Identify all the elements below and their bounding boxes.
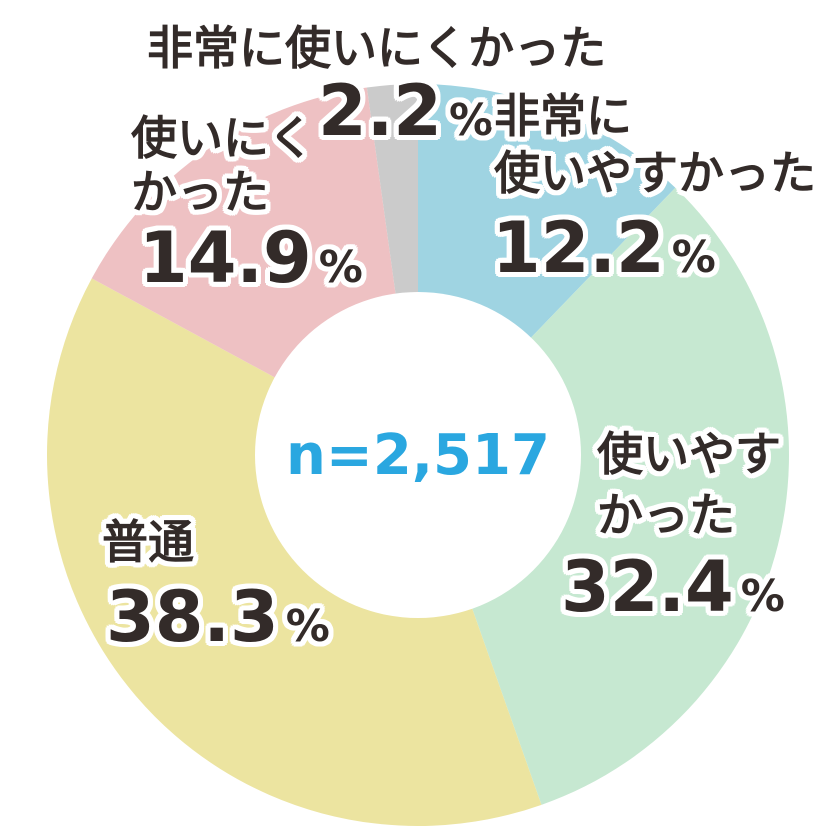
slice-label-hard-line1: 使いにく (131, 111, 315, 165)
slice-label-easy: 使いやす かった (597, 424, 781, 545)
slice-label-very-easy-line1: 非常に (494, 89, 632, 143)
slice-label-hard: 使いにく かった (131, 111, 314, 220)
slice-label-normal-text: 普通 (102, 515, 194, 569)
pie-slice-easy (418, 187, 790, 805)
slice-label-hard-line2: かった (131, 165, 269, 220)
slice-value-very-hard: 2.2% (318, 76, 493, 146)
slice-label-normal: 普通 (102, 514, 194, 570)
sample-size-label: n=2,517 (286, 423, 550, 488)
slice-value-very-hard-unit: % (449, 95, 494, 146)
slice-value-very-hard-number: 2.2 (318, 70, 443, 152)
slice-value-easy-number: 32.4 (561, 546, 734, 628)
slice-value-very-easy-number: 12.2 (492, 207, 665, 289)
slice-value-normal: 38.3% (106, 582, 330, 652)
slice-label-very-easy: 非常に 使いやすかった (494, 88, 816, 202)
slice-label-very-hard: 非常に使いにくかった (147, 20, 606, 76)
slice-value-very-easy-unit: % (671, 232, 716, 283)
slice-value-normal-number: 38.3 (106, 576, 279, 658)
slice-value-hard: 14.9% (139, 223, 363, 293)
slice-value-easy-unit: % (740, 571, 785, 622)
slice-value-easy: 32.4% (561, 552, 785, 622)
slice-label-very-hard-text: 非常に使いにくかった (147, 21, 607, 75)
slice-label-very-easy-line2: 使いやすかった (494, 146, 816, 201)
slice-value-very-easy: 12.2% (492, 213, 716, 283)
donut-hole (255, 292, 581, 618)
slice-value-hard-unit: % (318, 242, 363, 293)
slice-label-easy-line1: 使いやす (597, 427, 781, 481)
slice-value-normal-unit: % (285, 601, 330, 652)
slice-value-hard-number: 14.9 (139, 217, 312, 299)
slice-label-easy-line2: かった (597, 487, 735, 542)
